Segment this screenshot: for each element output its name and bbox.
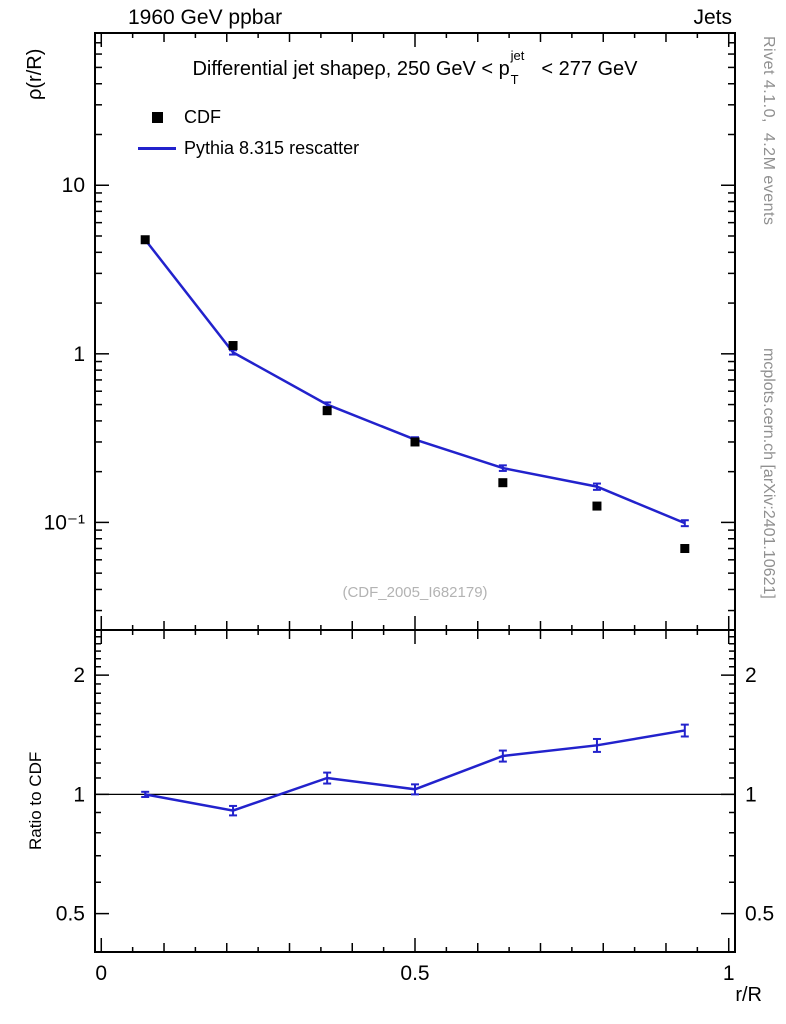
svg-text:1: 1	[73, 343, 85, 366]
rivet-version-label: Rivet 4.1.0, 4.2M events	[760, 36, 777, 226]
data-point-marker	[592, 501, 602, 511]
plot-title-prefix: Differential jet shapeρ, 250 GeV <	[192, 58, 499, 80]
legend-label-cdf: CDF	[184, 107, 221, 127]
svg-text:0.5: 0.5	[400, 962, 429, 985]
main-y-axis-label: ρ(r/R)	[24, 48, 46, 100]
svg-text:1: 1	[723, 962, 735, 985]
legend-item-pythia: Pythia 8.315 rescatter	[136, 133, 359, 164]
plot-title: Differential jet shapeρ, 250 GeV < p jet T…	[95, 48, 735, 87]
beam-energy-label: 1960 GeV ppbar	[128, 6, 283, 29]
mc-curve	[144, 729, 686, 812]
process-label: Jets	[693, 6, 732, 29]
legend-marker-zone	[136, 147, 178, 150]
pt-superscript: jet	[510, 48, 525, 63]
svg-text:1: 1	[745, 783, 757, 806]
ratio-y-axis-label: Ratio to CDF	[26, 751, 45, 850]
svg-text:2: 2	[745, 664, 757, 687]
legend-item-cdf: CDF	[136, 102, 359, 133]
mc-curve	[144, 238, 686, 525]
svg-text:10⁻¹: 10⁻¹	[44, 511, 85, 534]
cdf-marker-icon	[151, 112, 163, 123]
data-point-marker	[322, 406, 332, 416]
pythia-line-icon	[138, 147, 176, 150]
legend-label-pythia: Pythia 8.315 rescatter	[184, 138, 360, 158]
data-point-marker	[228, 341, 238, 351]
plot-title-suffix: < 277 GeV	[535, 58, 638, 80]
svg-text:10: 10	[62, 174, 85, 197]
data-point-marker	[680, 544, 690, 554]
svg-text:1: 1	[73, 783, 85, 806]
data-point-marker	[140, 235, 150, 245]
svg-text:0: 0	[95, 962, 107, 985]
pt-subscript: T	[510, 72, 519, 87]
analysis-id-watermark: (CDF_2005_I682179)	[342, 584, 488, 601]
data-point-marker	[498, 478, 508, 488]
svg-text:2: 2	[73, 664, 85, 687]
svg-text:0.5: 0.5	[56, 903, 85, 926]
pt-jet-symbol: p jet T	[498, 48, 536, 87]
svg-text:0.5: 0.5	[745, 903, 774, 926]
pt-base: p	[498, 58, 510, 80]
ratio-panel-frame	[94, 629, 736, 953]
data-point-marker	[410, 437, 420, 447]
x-axis-label: r/R	[735, 984, 762, 1006]
legend-marker-zone	[136, 112, 178, 123]
legend: CDF Pythia 8.315 rescatter	[136, 102, 359, 164]
mcplots-arxiv-label: mcplots.cern.ch [arXiv:2401.10621]	[760, 348, 777, 599]
